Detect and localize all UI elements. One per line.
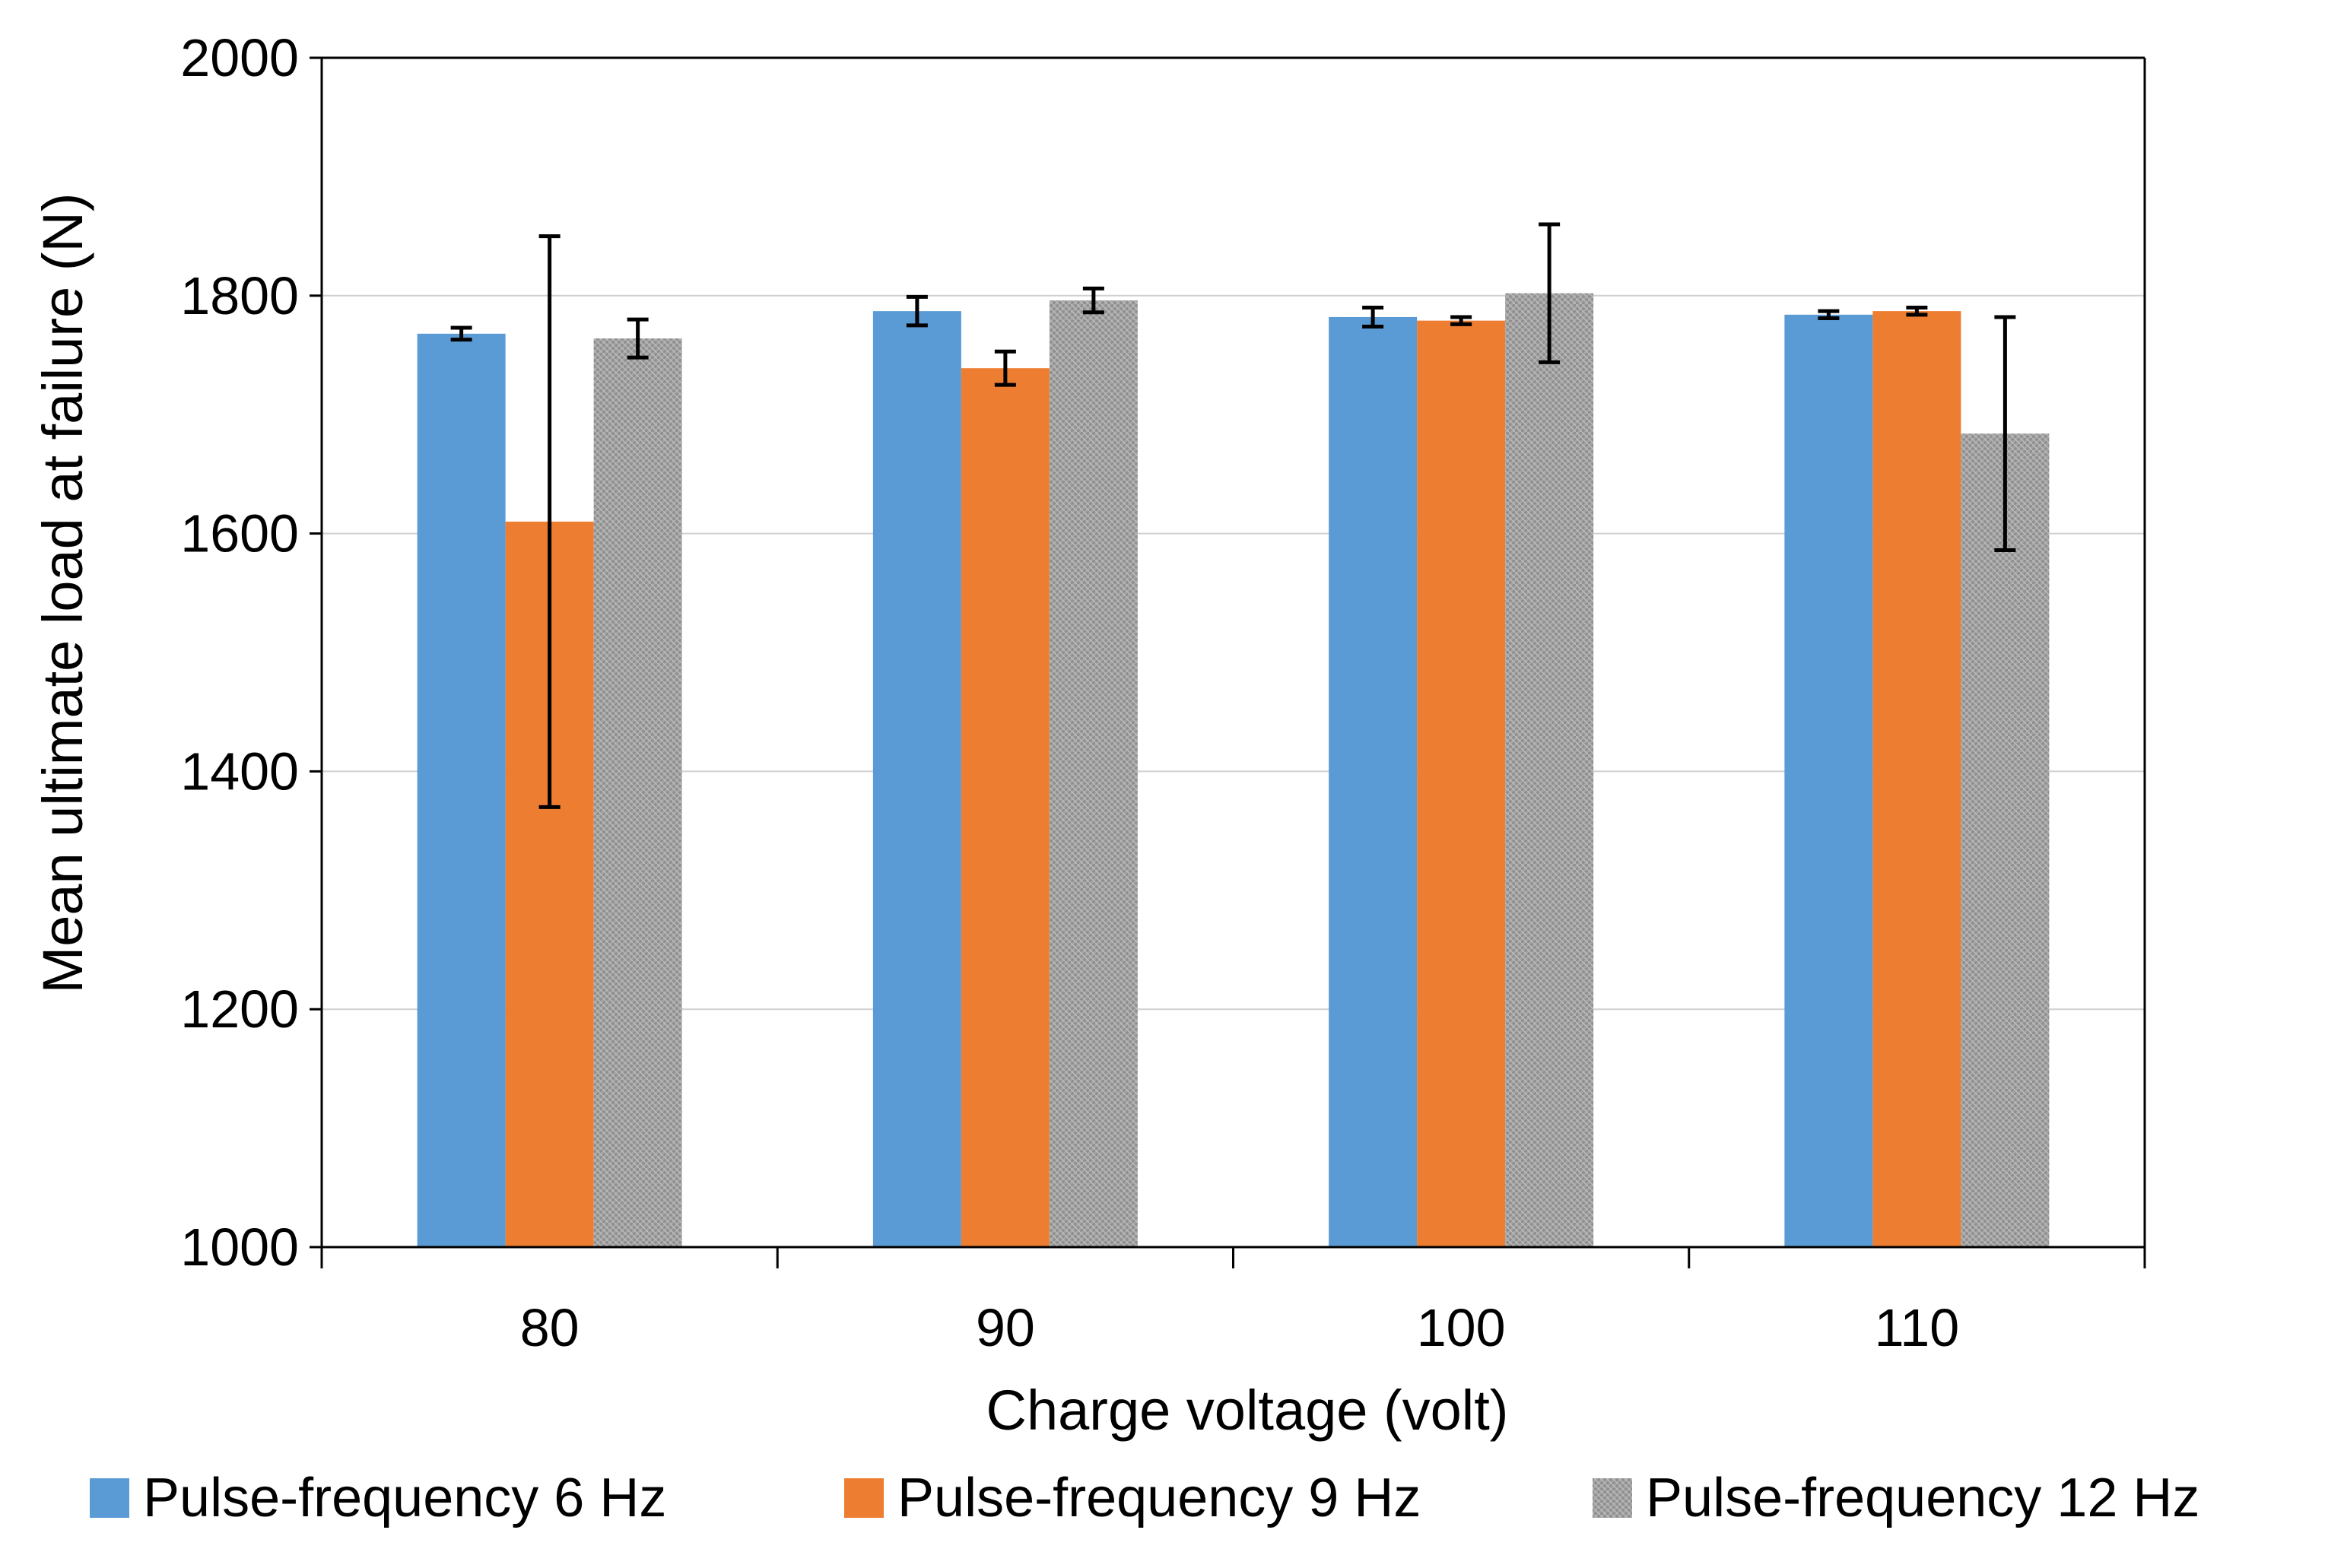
y-axis-title: Mean ultimate load at failure (N) — [31, 193, 94, 994]
x-axis-title: Charge voltage (volt) — [986, 1379, 1509, 1442]
bar-2-100 — [1417, 320, 1506, 1247]
bar-1-100 — [1329, 316, 1418, 1247]
tick-labels: 1000 1200 1400 1600 1800 2000 80 90 100 110 — [180, 28, 1959, 1357]
legend: Pulse-frequency 6 Hz Pulse-frequency 9 Hz… — [90, 1468, 2199, 1528]
legend-swatch-3 — [1593, 1478, 1632, 1518]
bar-3-80 — [593, 338, 682, 1247]
legend-swatch-2 — [844, 1478, 884, 1518]
bar-2-110 — [1872, 311, 1961, 1248]
bar-1-110 — [1784, 314, 1873, 1248]
bar-3-100 — [1505, 293, 1594, 1247]
bar-3-90 — [1049, 300, 1138, 1247]
x-tick-label: 110 — [1875, 1298, 1960, 1357]
bar-3-110 — [1961, 433, 2050, 1247]
legend-label-2: Pulse-frequency 9 Hz — [897, 1468, 1421, 1528]
axes — [310, 56, 2146, 1268]
y-tick-label: 1200 — [180, 979, 299, 1039]
x-tick-label: 100 — [1417, 1298, 1506, 1357]
y-tick-label: 1800 — [180, 266, 299, 325]
y-tick-label: 1000 — [180, 1217, 299, 1277]
y-tick-label: 1600 — [180, 504, 299, 563]
bar-1-80 — [417, 333, 506, 1247]
legend-label-3: Pulse-frequency 12 Hz — [1646, 1468, 2199, 1528]
y-tick-label: 2000 — [180, 28, 299, 87]
x-tick-label: 90 — [976, 1298, 1035, 1357]
error-bars — [450, 222, 2016, 809]
x-tick-label: 80 — [520, 1298, 580, 1357]
legend-swatch-1 — [90, 1478, 129, 1518]
bar-2-90 — [961, 368, 1050, 1248]
bar-1-90 — [872, 311, 961, 1248]
legend-label-1: Pulse-frequency 6 Hz — [143, 1468, 666, 1528]
y-tick-label: 1400 — [180, 741, 299, 801]
bars — [417, 293, 2050, 1248]
